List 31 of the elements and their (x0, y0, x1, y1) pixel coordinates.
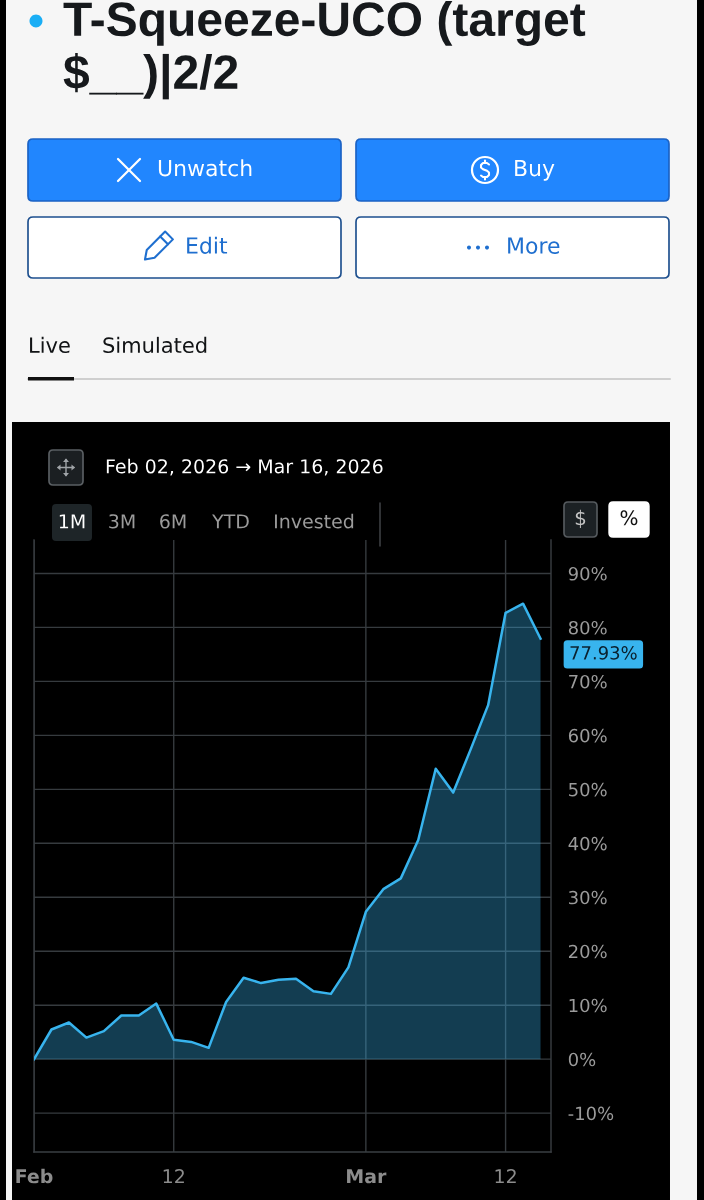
text: Live (30, 336, 70, 354)
y-tick-label: 20% (568, 944, 607, 959)
text: Unwatch (158, 159, 252, 177)
y-tick-label: 50% (569, 782, 607, 797)
y-tick-label: 90% (568, 566, 607, 581)
y-tick-label: 80% (568, 620, 607, 635)
y-tick-label: 30% (569, 890, 607, 905)
text: Simulated (103, 336, 207, 354)
text: YTD (212, 514, 249, 529)
y-tick-label: 70% (569, 674, 607, 689)
y-tick-label: 40% (568, 836, 607, 851)
text: $ (575, 509, 586, 528)
text: 77.93% (570, 646, 637, 660)
chart-title: T-Squeeze-UCO (target $__)|2/2 (63, 1, 586, 100)
text: Buy (515, 160, 555, 181)
y-tick-label: -10% (568, 1106, 614, 1121)
y-tick-label: 0% (568, 1052, 596, 1067)
y-tick-label: 10% (569, 998, 607, 1013)
text: More (508, 237, 560, 254)
x-tick-label: Mar (347, 1169, 387, 1184)
text: 6M (160, 514, 186, 529)
x-tick-label: 12 (163, 1169, 184, 1184)
text: Edit (187, 236, 228, 254)
text: Invested (275, 513, 354, 529)
text: 3M (109, 514, 135, 529)
text: 1M (59, 514, 85, 529)
chart-subtitle: Feb 02, 2026 → Mar 16, 2026 (106, 458, 383, 476)
x-tick-label: Feb (16, 1168, 53, 1184)
x-tick-label: 12 (495, 1169, 516, 1184)
text: % (620, 510, 638, 526)
y-tick-label: 60% (568, 728, 607, 743)
